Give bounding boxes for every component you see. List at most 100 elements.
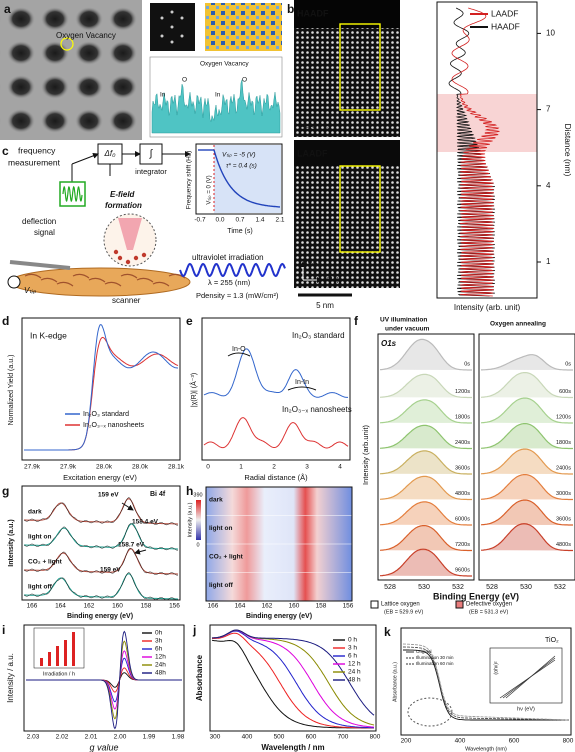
label: In-In <box>295 379 309 386</box>
label: Vₜᵢₚ = -5 (V) <box>222 152 256 159</box>
label: Bi 4f <box>150 491 166 498</box>
panel-label: h <box>186 484 193 498</box>
plot-frame <box>436 1 538 299</box>
legend-swatch <box>370 600 379 609</box>
cantilever <box>9 260 71 270</box>
plot-frame <box>478 333 575 581</box>
legend-entry: In₂O₃ standard <box>83 411 129 418</box>
plot-frame <box>201 317 351 461</box>
label: light off <box>209 582 234 589</box>
legend-entry: HAADF <box>491 21 520 31</box>
source <box>7 275 21 289</box>
label: Absorbance (a.u.) <box>392 662 398 702</box>
x-tick-label: 200 <box>401 738 412 745</box>
label: O1s <box>381 339 397 348</box>
inset-bar <box>72 632 75 666</box>
x-tick-label: 532 <box>452 584 464 591</box>
label: Intensity (arb. unit) <box>454 303 521 312</box>
charge <box>133 255 139 261</box>
tauc-line <box>505 655 556 699</box>
plot-frame <box>209 624 377 732</box>
x-tick-label: 0.7 <box>235 217 244 224</box>
xps-curve <box>379 501 472 526</box>
label: dark <box>28 509 42 516</box>
arrow <box>71 152 99 165</box>
xps-curve <box>379 373 472 399</box>
laadf-profile <box>451 7 500 297</box>
x-tick-label: 160 <box>112 603 123 610</box>
x-tick-label: 600 <box>306 734 317 741</box>
x-tick-label: 700 <box>338 734 349 741</box>
panel-label: i <box>2 623 5 637</box>
absorbance-curve <box>212 632 374 729</box>
x-tick-label: 160 <box>289 603 300 610</box>
arrow <box>121 502 134 511</box>
label: (EB = 529.9 eV) <box>384 609 423 615</box>
label: 390 <box>193 492 202 498</box>
x-tick-label: 530 <box>520 584 532 591</box>
label: Binding energy (eV) <box>246 613 312 620</box>
fft-spot <box>160 16 164 20</box>
legend-entry: Lattice oxygen <box>381 602 420 608</box>
plot-frame <box>21 485 181 601</box>
label: under vacuum <box>385 326 430 333</box>
absorbance-curve <box>403 649 569 721</box>
vacancy-marker <box>60 37 74 51</box>
label: 9600s <box>455 567 470 573</box>
fft-spot <box>170 40 174 44</box>
xps-curve <box>379 475 472 501</box>
label: O <box>182 77 187 84</box>
label: deflection <box>22 217 56 226</box>
inset-bar <box>40 658 43 666</box>
x-tick-label: 532 <box>554 584 566 591</box>
legend-entry: 24 h <box>348 669 361 676</box>
xps-data <box>23 547 179 576</box>
label: integrator <box>135 167 167 176</box>
panel-label: c <box>2 144 9 158</box>
xps-curve <box>480 474 573 501</box>
absorbance-curve <box>402 643 570 721</box>
label: Δf₀ <box>104 149 117 158</box>
nanowire <box>152 281 170 287</box>
xps-fit <box>24 548 178 575</box>
label: Time (s) <box>227 228 252 235</box>
label: In <box>215 92 221 99</box>
nanowire <box>56 281 74 287</box>
x-tick-label: 166 <box>27 603 38 610</box>
label: measurement <box>8 157 61 167</box>
label: In <box>160 92 166 99</box>
plot-frame <box>377 333 475 581</box>
label: scanner <box>112 296 141 305</box>
annotation: Oxygen Vacancy <box>200 61 249 68</box>
nanowire <box>120 273 138 279</box>
profile-area <box>151 79 281 134</box>
xps-curve <box>379 338 472 371</box>
label: Intensity (a.u.) <box>8 519 15 566</box>
bracket <box>227 352 251 357</box>
legend-entry: Illumination 60 min <box>416 661 454 666</box>
roi <box>339 23 381 111</box>
uv-wave <box>179 262 286 278</box>
label: λ = 255 (nm) <box>208 278 251 287</box>
label: 159 eV <box>100 567 121 574</box>
label: Radial distance (Å) <box>244 473 308 482</box>
label: Intensity (a.u.) <box>187 502 193 537</box>
x-tick-label: 600 <box>509 738 520 745</box>
legend-entry: 0h <box>155 630 163 637</box>
panel-label: a <box>4 2 11 16</box>
label: 158.7 eV <box>118 542 145 549</box>
label: LAADF <box>297 148 328 158</box>
plot-frame <box>205 486 353 602</box>
label: In₂O₃ standard <box>292 331 345 340</box>
label: light on <box>209 525 232 532</box>
label: formation <box>105 201 142 210</box>
x-tick-label: 528 <box>384 584 396 591</box>
label: BaSnO₃ <box>300 123 329 132</box>
label: In₂O₃₋ₓ nanosheets <box>282 405 352 414</box>
x-tick-label: 156 <box>169 603 180 610</box>
legend-entry: 3h <box>155 638 163 645</box>
label: CO₂ + light <box>28 559 63 566</box>
label: frequency <box>18 145 56 155</box>
x-tick-label: 530 <box>418 584 430 591</box>
